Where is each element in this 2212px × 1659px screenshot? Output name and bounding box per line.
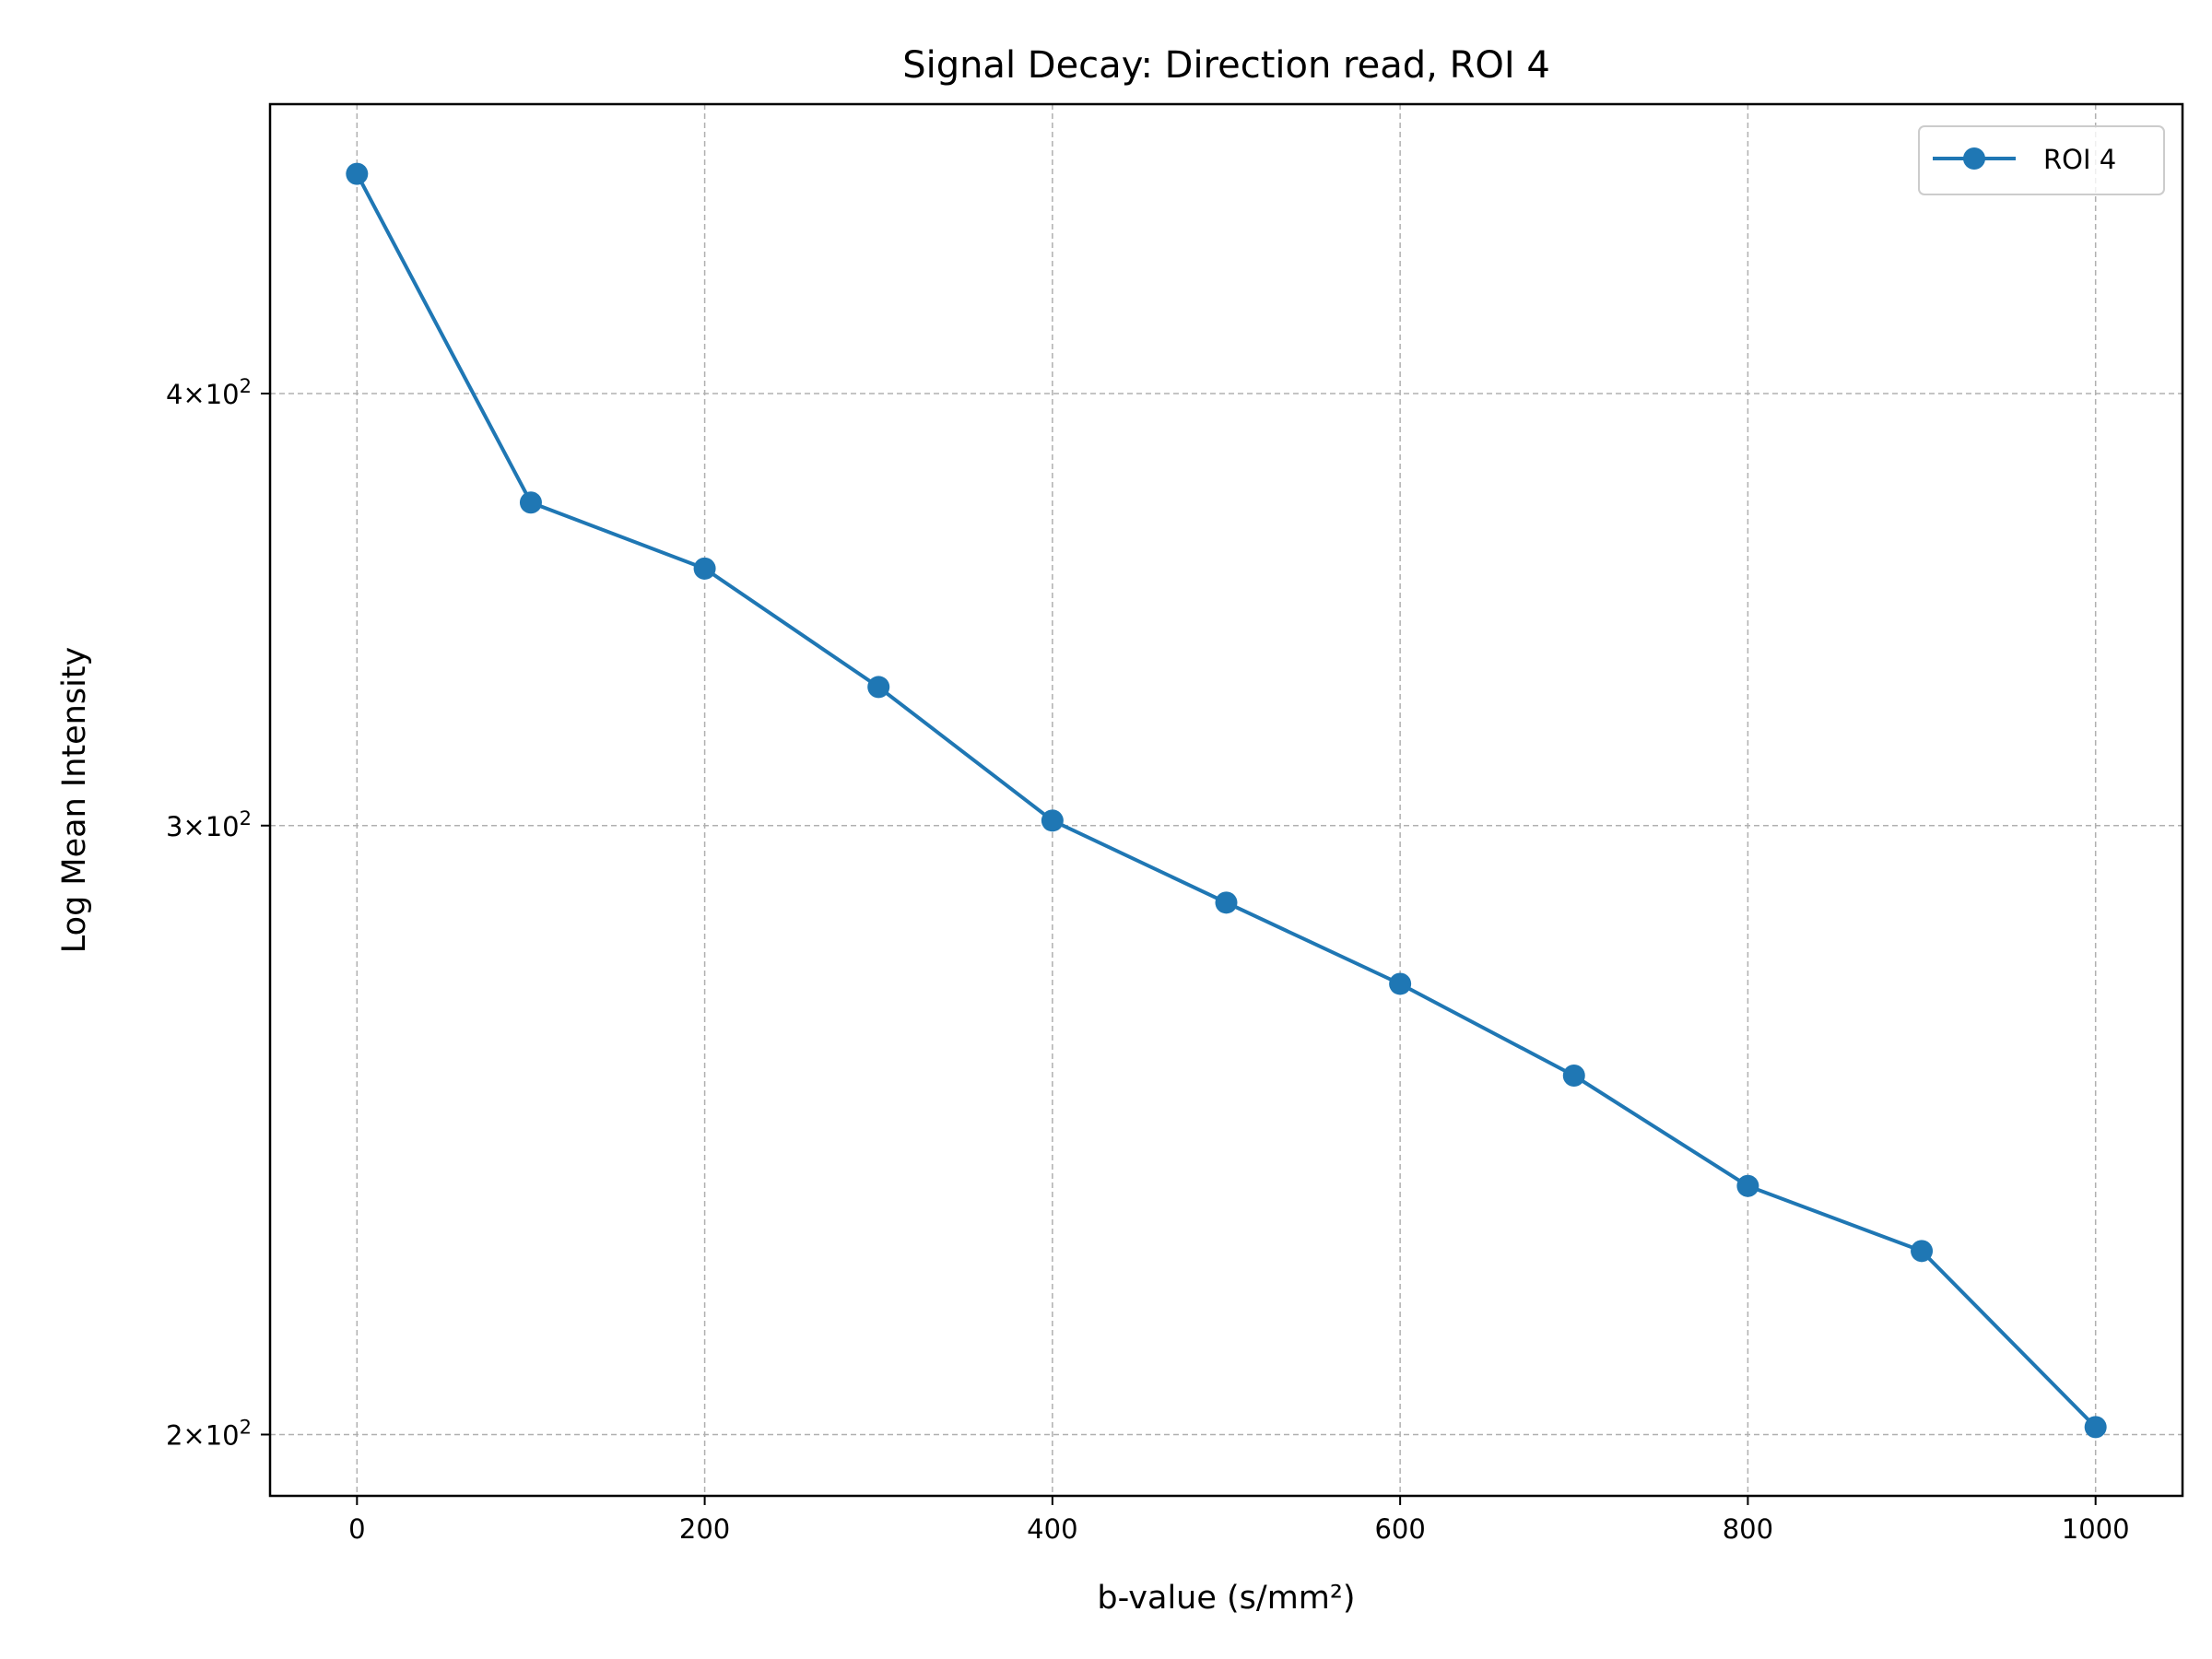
y-tick-label: 4×102: [166, 375, 252, 410]
data-point: [1736, 1174, 1759, 1197]
ticks: 0 200 400 600 800 1000 4×102 3×102 2×102: [166, 375, 2130, 1545]
legend: ROI 4: [1918, 125, 2165, 195]
y-tick-label: 3×102: [166, 807, 252, 842]
data-point: [867, 676, 890, 699]
data-point: [519, 491, 542, 514]
data-point: [1215, 891, 1238, 914]
legend-box: [1918, 125, 2165, 195]
legend-marker: [1963, 147, 1985, 170]
data-point: [1389, 972, 1412, 995]
data-point: [346, 162, 369, 185]
data-point: [1911, 1240, 1934, 1263]
series-layer: [346, 162, 2107, 1439]
data-point: [1041, 809, 1064, 832]
x-axis-label: b-value (s/mm²): [1097, 1580, 1355, 1617]
x-tick-label: 600: [1374, 1513, 1425, 1545]
chart-title: Signal Decay: Direction read, ROI 4: [902, 44, 1550, 87]
x-tick-label: 0: [348, 1513, 365, 1545]
x-tick-label: 1000: [2062, 1513, 2130, 1545]
x-tick-label: 800: [1723, 1513, 1773, 1545]
data-point: [693, 557, 716, 580]
y-tick-label: 2×102: [166, 1416, 252, 1451]
grid: [270, 104, 2183, 1496]
y-axis-label: Log Mean Intensity: [56, 647, 93, 953]
x-tick-label: 200: [679, 1513, 730, 1545]
data-point: [2084, 1416, 2107, 1439]
legend-label: ROI 4: [2043, 144, 2116, 175]
x-tick-label: 400: [1027, 1513, 1077, 1545]
plot-frame: [268, 102, 2184, 1498]
data-point: [1562, 1064, 1585, 1087]
